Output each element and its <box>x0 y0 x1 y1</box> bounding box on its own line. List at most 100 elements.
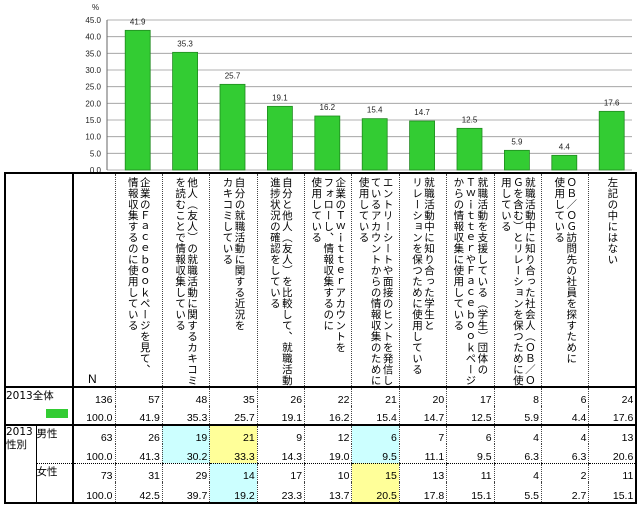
y-tick-label: 30.0 <box>85 66 101 75</box>
count-cell: 35 <box>209 387 258 406</box>
percent-cell: 25.7 <box>209 406 258 426</box>
bar <box>219 83 246 171</box>
count-row: 2013 性別 男性 63 26 19 21 9 12 6 7 6 4 4 13 <box>5 424 637 503</box>
percent-cell: 15.1 <box>446 482 495 504</box>
count-cell: 11 <box>588 463 637 482</box>
data-label: 19.1 <box>272 93 288 102</box>
column-header-text: 企業のＦａｃｅｂｏｏｋページを見て、 情報収集するのに使用している <box>126 177 151 375</box>
column-header-text: 自分の就職活動に関する近況を カキコミしている <box>221 177 246 331</box>
column-header: 企業のＴｗｉｔｔｅｒアカウントを フォローし、情報収集するのに 使用している <box>304 173 352 388</box>
count-cell: 4 <box>541 424 589 444</box>
column-header: 就職活動を支援している（学生）団体の ＴｗｉｔｔｅｒやＦａｃｅｂｏｏｋページ か… <box>446 173 495 388</box>
count-cell: 19 <box>161 424 210 444</box>
percent-cell: 17.8 <box>398 482 447 504</box>
percent-cell: 19.1 <box>256 406 305 426</box>
data-label: 35.3 <box>177 39 193 48</box>
corner-cell <box>5 173 74 388</box>
percent-cell: 15.4 <box>351 406 400 426</box>
percent-cell: 41.9 <box>114 406 163 426</box>
column-header-text: 他人（友人）の就職活動に関するカキコミ を読むことで情報収集している <box>174 177 199 386</box>
data-label: 16.2 <box>320 103 336 112</box>
percent-cell: 17.6 <box>588 406 637 426</box>
data-label: 4.4 <box>559 142 571 151</box>
row-group-label: 2013 性別 <box>5 424 36 503</box>
count-cell: 26 <box>114 424 163 444</box>
percent-cell: 2.7 <box>541 482 589 504</box>
y-tick-label: 40.0 <box>85 33 101 42</box>
percent-cell: 100.0 <box>73 406 115 426</box>
column-header-text: 就職活動中に知り合った社会人（ＯＢ／Ｏ Ｇを含む）とリレーションを保つために使 … <box>499 177 536 386</box>
bar <box>266 105 293 171</box>
row-group-label: 2013全体 <box>5 386 74 425</box>
percent-cell: 23.3 <box>256 482 305 504</box>
column-header-text: 左記の中にはない <box>606 177 619 265</box>
percent-row: 100.0 41.3 30.2 33.3 14.3 19.0 9.5 11.1 9.5 6.3 6.… <box>5 444 637 464</box>
count-cell: 31 <box>114 463 163 482</box>
column-header-text: エントリーシートや面接のヒントを発信し ているアカウントからの情報収集のために … <box>357 177 394 386</box>
y-tick-label: 5.0 <box>90 149 102 158</box>
percent-row: 100.0 41.9 35.3 25.7 19.1 16.2 15.4 14.7 12.5 5.9… <box>5 406 637 426</box>
count-cell: 24 <box>588 387 637 406</box>
count-cell: 12 <box>304 424 352 444</box>
column-header: 自分と他人（友人）を比較して、就職活動 進捗状況の確認をしている <box>256 173 305 388</box>
data-label: 41.9 <box>130 17 146 26</box>
column-header: 企業のＦａｃｅｂｏｏｋページを見て、 情報収集するのに使用している <box>114 173 163 388</box>
count-cell: 17 <box>446 387 495 406</box>
bar <box>598 110 625 171</box>
count-cell: 11 <box>446 463 495 482</box>
count-cell: 13 <box>398 463 447 482</box>
percent-row: 100.0 42.5 39.7 19.2 23.3 13.7 20.5 17.8 15.1 5.5… <box>5 482 637 504</box>
count-cell: 48 <box>161 387 210 406</box>
column-header: 就職活動中に知り合った社会人（ＯＢ／Ｏ Ｇを含む）とリレーションを保つために使 … <box>493 173 542 388</box>
count-cell: 73 <box>100 470 113 482</box>
percent-cell: 20.5 <box>351 482 400 504</box>
percent-cell: 41.3 <box>114 444 163 464</box>
n-header: N <box>72 173 115 388</box>
count-cell: 6 <box>541 387 589 406</box>
column-header-text: 自分と他人（友人）を比較して、就職活動 進捗状況の確認をしている <box>268 177 293 386</box>
bar <box>124 29 151 171</box>
y-tick-label: 35.0 <box>85 49 101 58</box>
column-header-text: 就職活動中に知り合った学生と リレーションを保つために使用している <box>411 177 436 375</box>
percent-cell: 15.1 <box>588 482 637 504</box>
count-cell: 4 <box>493 424 542 444</box>
header-row: N 企業のＦａｃｅｂｏｏｋページを見て、 情報収集するのに使用している 他人（友人… <box>5 173 637 388</box>
percent-cell: 19.2 <box>209 482 258 504</box>
y-tick-label: 0.0 <box>90 166 102 174</box>
column-header: 他人（友人）の就職活動に関するカキコミ を読むことで情報収集している <box>161 173 210 388</box>
percent-cell: 16.2 <box>304 406 352 426</box>
percent-cell: 30.2 <box>161 444 210 464</box>
percent-cell: 20.6 <box>588 444 637 464</box>
percent-cell: 4.4 <box>541 406 589 426</box>
percent-cell: 13.7 <box>304 482 352 504</box>
column-header-text: 企業のＴｗｉｔｔｅｒアカウントを フォローし、情報収集するのに 使用している <box>310 177 347 353</box>
count-cell: 6 <box>446 424 495 444</box>
count-cell: 63 <box>73 424 115 444</box>
percent-cell: 14.7 <box>398 406 447 426</box>
percent-cell: 9.5 <box>446 444 495 464</box>
bar <box>551 154 578 171</box>
bar <box>456 127 483 171</box>
y-tick-label: 10.0 <box>85 133 101 142</box>
count-cell: 9 <box>256 424 305 444</box>
count-cell: 6 <box>351 424 400 444</box>
legend-swatch <box>46 409 68 418</box>
percent-cell: 100.0 <box>73 444 115 464</box>
count-row: 女性 73 31 29 14 17 10 15 13 11 4 2 11 <box>5 462 637 503</box>
percent-cell: 5.9 <box>493 406 542 426</box>
data-label: 5.9 <box>511 137 523 146</box>
count-cell: 7 <box>398 424 447 444</box>
count-cell: 4 <box>493 463 542 482</box>
data-label: 12.5 <box>462 115 478 124</box>
bar-chart: 0.0 5.0 10.0 15.0 20.0 25.0 30.0 35.0 40.0 45.0% 4… <box>85 3 632 174</box>
count-cell: 15 <box>351 463 400 482</box>
count-cell: 13 <box>588 424 637 444</box>
data-label: 25.7 <box>225 71 241 80</box>
y-tick-label: 25.0 <box>85 83 101 92</box>
percent-cell: 9.5 <box>351 444 400 464</box>
row-label: 女性 <box>35 462 74 503</box>
percent-cell: 11.1 <box>398 444 447 464</box>
count-cell: 26 <box>256 387 305 406</box>
count-cell: 14 <box>209 463 258 482</box>
count-cell: 136 <box>94 394 113 406</box>
